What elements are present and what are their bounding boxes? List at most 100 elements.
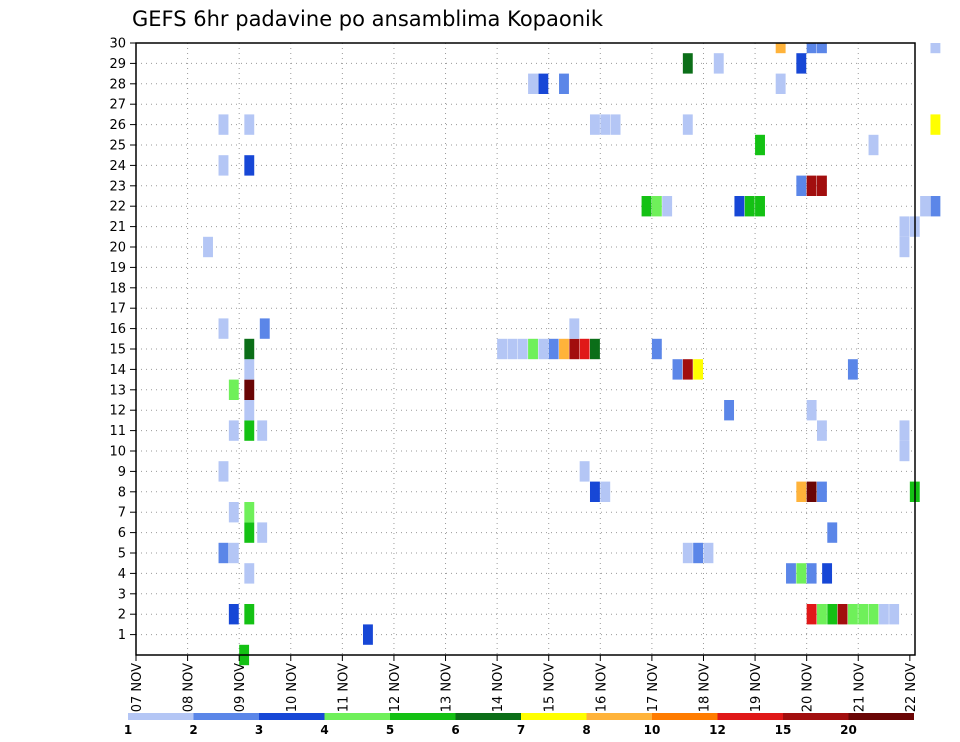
heatmap-cell [847,359,858,380]
heatmap-cell [930,196,941,217]
x-tick-label: 20 NOV [801,663,816,712]
heatmap-cell [868,134,879,156]
y-tick-label: 23 [109,179,126,194]
heatmap-cell [806,604,817,625]
legend-swatch [455,713,521,720]
heatmap-cell [672,359,683,380]
y-tick-label: 1 [118,628,126,643]
legend-label: 6 [451,723,459,737]
y-tick-label: 11 [109,424,126,439]
legend-swatch [586,713,652,720]
heatmap-cell [899,420,910,441]
heatmap-cell [806,43,817,54]
heatmap-cell [796,481,807,502]
heatmap-cell [548,338,559,360]
legend-label: 3 [255,723,263,737]
heatmap-cell [244,420,255,441]
legend-label: 20 [840,723,857,737]
legend-swatch [259,713,325,720]
heatmap-cell [517,338,528,360]
y-tick-label: 22 [109,200,126,215]
legend-label: 1 [124,723,132,737]
legend-swatch [717,713,783,720]
heatmap-cell [775,43,786,54]
heatmap-cell [244,563,255,584]
heatmap-cell [651,338,662,360]
heatmap-cell [651,196,662,217]
heatmap-cell [244,400,255,421]
heatmap-cell [775,73,786,94]
y-tick-label: 16 [109,322,126,337]
heatmap-cell [837,604,848,625]
heatmap-cell [538,73,549,94]
x-tick-label: 16 NOV [594,663,609,712]
heatmap-cell [806,400,817,421]
heatmap-cell [816,175,827,196]
legend-label: 12 [709,723,726,737]
heatmap-cell [878,604,889,625]
heatmap-cell [569,338,580,360]
heatmap-cell [806,563,817,584]
heatmap-cell [713,53,724,74]
y-tick-label: 12 [109,404,126,419]
heatmap-cell [259,318,270,339]
y-tick-label: 14 [109,363,126,378]
heatmap-cell [816,481,827,502]
heatmap-cell [920,196,931,217]
heatmap-cell [827,522,838,543]
y-tick-label: 6 [118,526,126,541]
legend-label: 5 [386,723,394,737]
heatmap-cell [203,236,213,258]
x-axis-ticks: 07 NOV 08 NOV 09 NOV 10 NOV 11 NOV 12 NOV 13 N… [130,655,919,712]
color-legend: 1 2 3 4 5 6 7 8 10 12 15 20 [124,713,914,737]
x-tick-label: 19 NOV [749,663,764,712]
y-tick-label: 27 [109,98,126,113]
heatmap-cell [362,624,373,645]
heatmap-cell [693,359,704,380]
heatmap-cell [662,196,673,217]
x-tick-label: 14 NOV [491,663,506,712]
y-tick-label: 20 [109,241,126,256]
x-tick-label: 08 NOV [182,663,197,712]
heatmap-cell [816,604,827,625]
heatmap-cell [589,481,600,502]
heatmap-cell [589,338,600,360]
y-tick-label: 5 [118,547,126,562]
heatmap-cell [218,542,229,564]
legend-swatch [521,713,587,720]
heatmap-cell [899,216,910,237]
heatmap-cell [228,379,239,400]
x-tick-label: 11 NOV [336,663,351,712]
heatmap-cell [257,522,268,543]
heatmap-cell [244,379,255,400]
y-tick-label: 7 [118,506,126,521]
y-tick-label: 3 [118,587,126,602]
x-tick-label: 13 NOV [440,663,455,712]
heatmap-cell [847,604,858,625]
heatmap-cell [569,318,580,339]
y-tick-label: 26 [109,118,126,133]
heatmap-cell [682,542,693,564]
heatmap-cell [806,481,817,502]
legend-swatch [848,713,914,720]
heatmap-cell [579,338,590,360]
heatmap-cell [528,73,538,94]
y-tick-label: 24 [109,159,126,174]
y-tick-label: 4 [118,567,126,582]
heatmap-cells [203,43,941,666]
heatmap-cell [228,542,239,564]
y-tick-label: 15 [109,343,126,358]
y-tick-label: 30 [109,37,126,52]
heatmap-cell [868,604,879,625]
y-tick-label: 25 [109,139,126,154]
heatmap-cell [218,461,229,482]
x-tick-label: 12 NOV [388,663,403,712]
x-tick-label: 10 NOV [285,663,300,712]
heatmap-cell [244,359,255,380]
x-tick-label: 15 NOV [543,663,558,712]
legend-swatch [193,713,259,720]
legend-swatch [324,713,390,720]
x-tick-label: 17 NOV [646,663,661,712]
y-tick-label: 17 [109,302,126,317]
